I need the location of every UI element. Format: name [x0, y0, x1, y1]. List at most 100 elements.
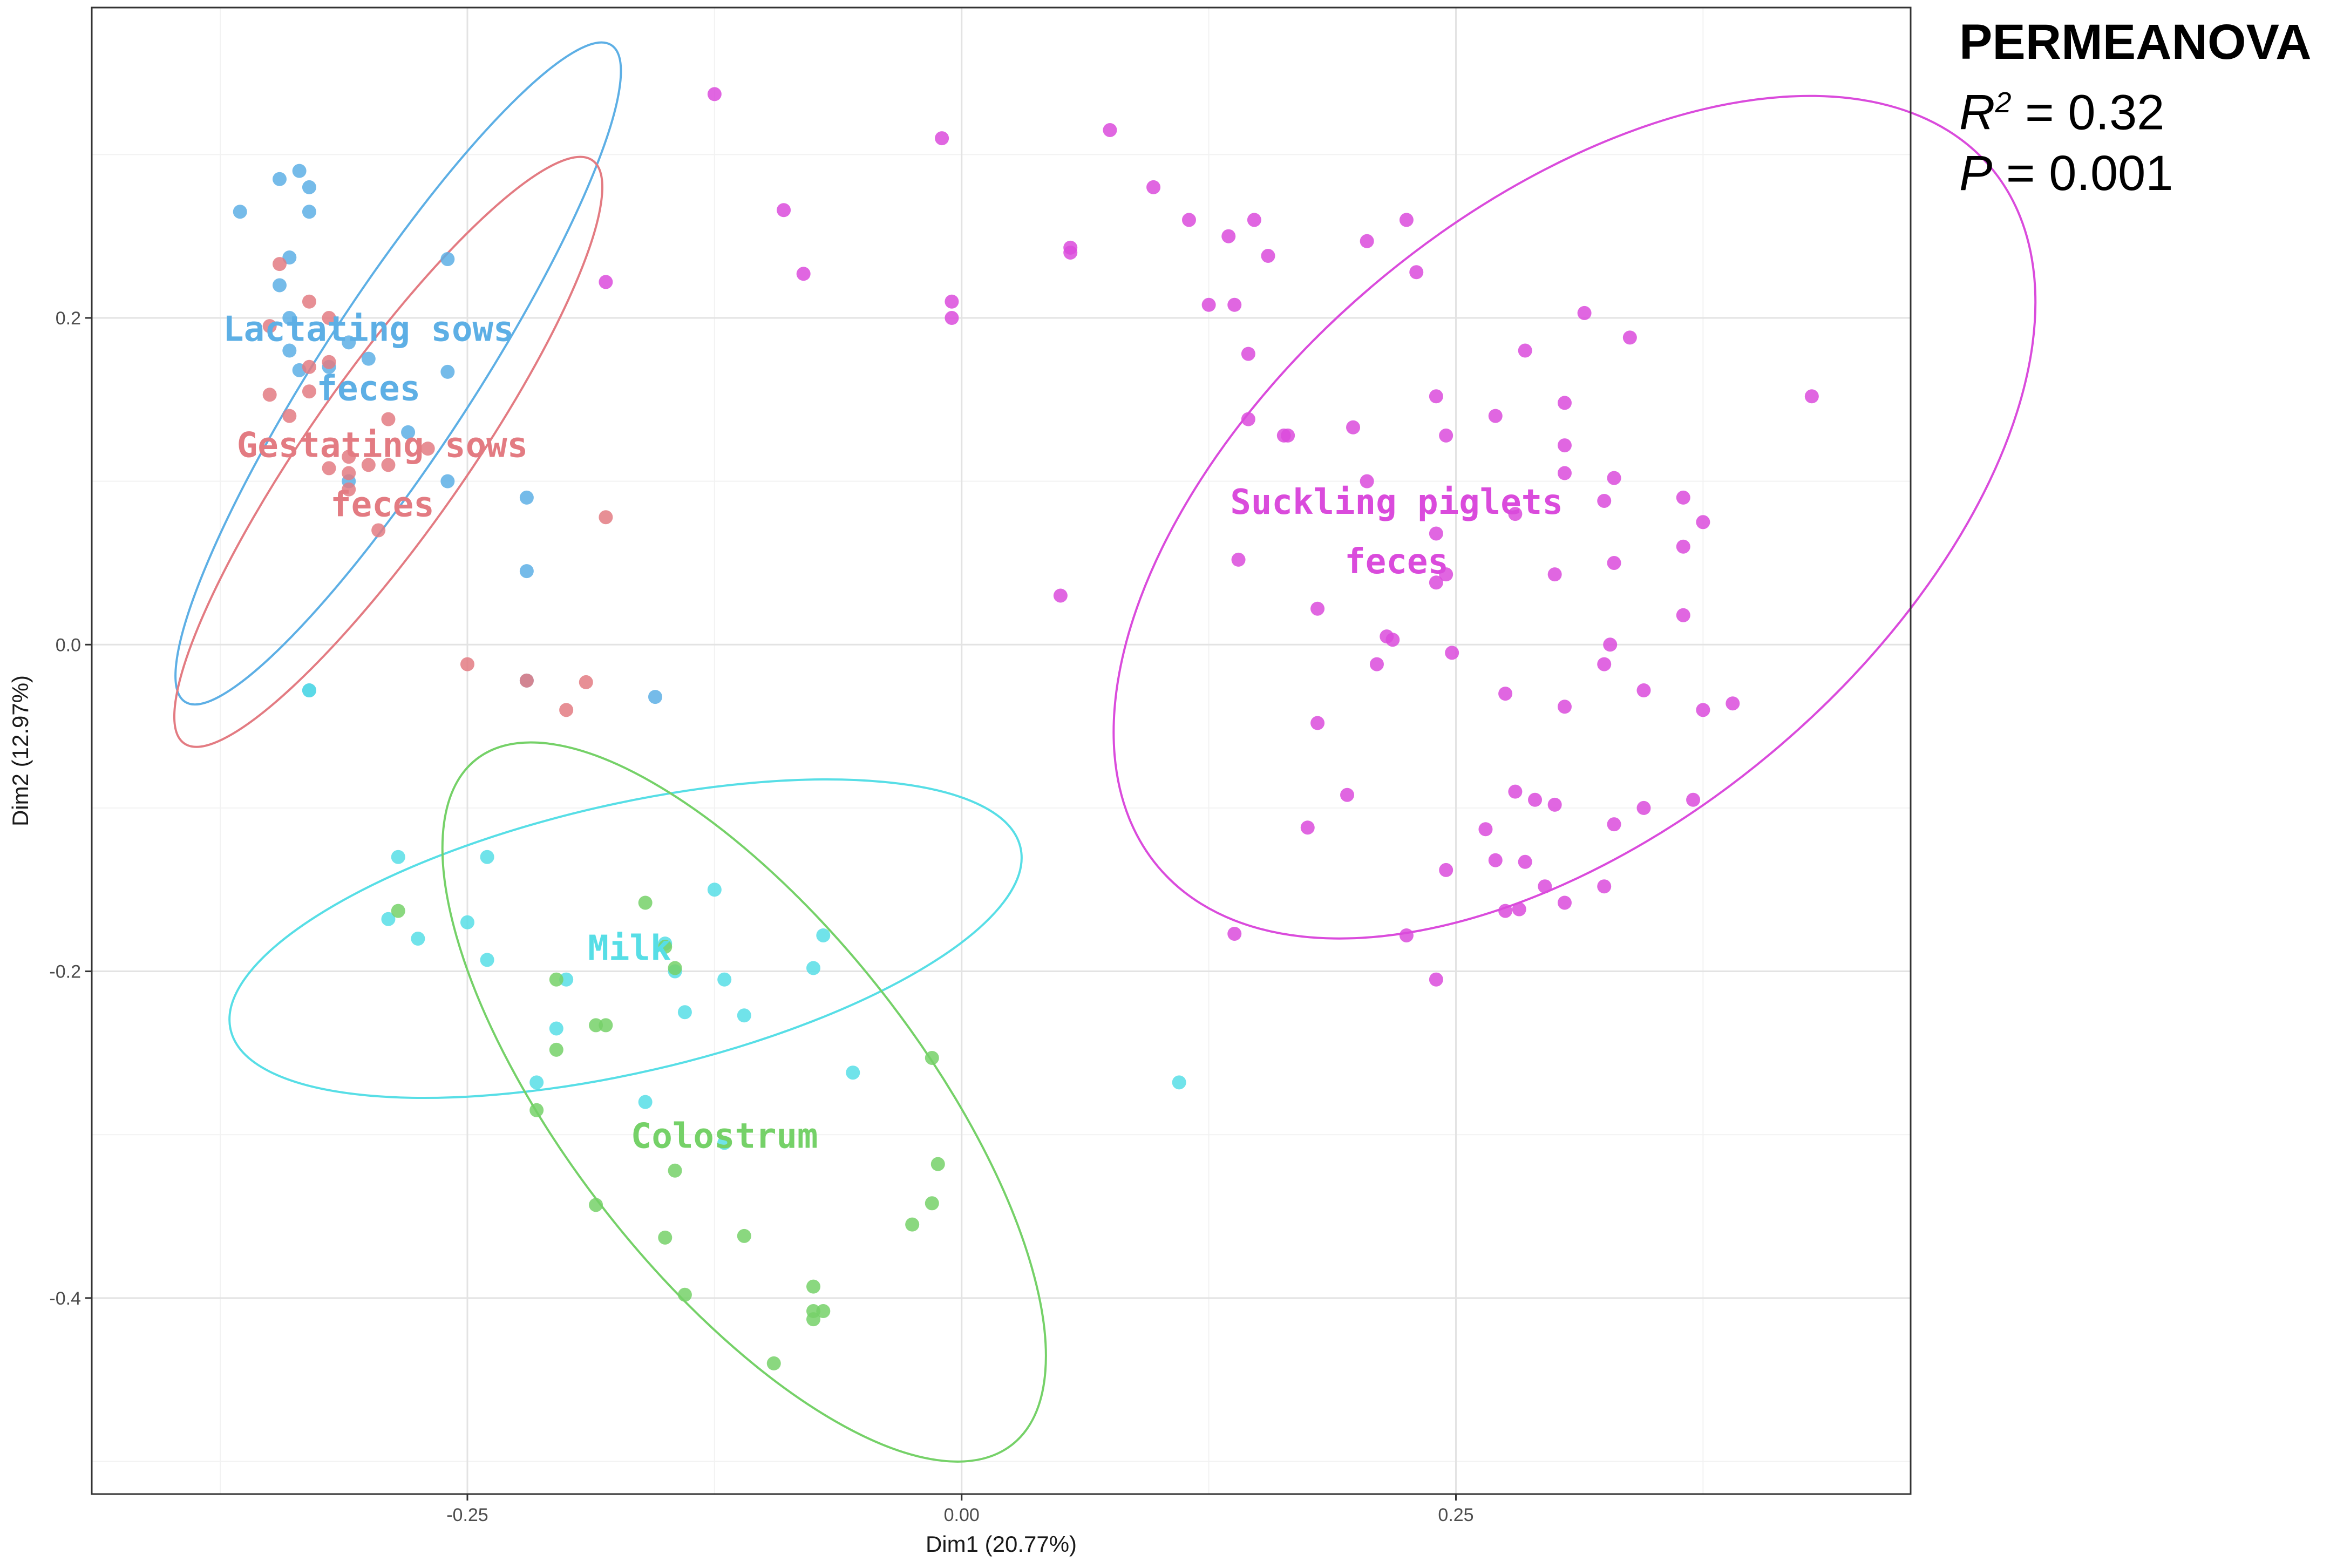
lactating-sows-feces-point: [519, 564, 534, 579]
colostrum-point: [806, 1279, 821, 1294]
suckling-piglets-feces-point: [1146, 180, 1161, 194]
suckling-piglets-feces-confidence-ellipse: [1112, 94, 2037, 940]
gestating-sows-feces-label: Gestating sows: [237, 425, 528, 465]
suckling-piglets-feces-point: [1498, 904, 1513, 918]
suckling-piglets-feces-point: [1607, 471, 1621, 485]
colostrum-point: [599, 1018, 613, 1033]
colostrum-label: Colostrum: [631, 1116, 818, 1156]
suckling-piglets-feces-point: [1557, 466, 1572, 480]
suckling-piglets-feces-point: [1636, 683, 1651, 698]
milk-point: [737, 1008, 751, 1023]
milk-confidence-ellipse: [228, 778, 1023, 1099]
tick-layer: -0.25 0.00 0.25 -0.4 -0.2 0.0 0.2: [49, 308, 1473, 1525]
milk-point: [480, 850, 494, 864]
suckling-piglets-feces-point: [1508, 784, 1523, 799]
suckling-piglets-feces-point: [1488, 409, 1503, 423]
suckling-piglets-feces-point: [1360, 234, 1374, 248]
milk-point: [549, 1021, 563, 1036]
colostrum-point: [589, 1198, 603, 1212]
suckling-piglets-feces-point: [1439, 567, 1453, 582]
milk-point: [677, 1005, 692, 1020]
y-tick-label: 0.2: [56, 308, 81, 329]
milk-point: [381, 912, 396, 926]
lactating-sows-feces-point: [440, 364, 455, 379]
suckling-piglets-feces-point: [1577, 306, 1592, 320]
gestating-sows-feces-point: [282, 409, 297, 423]
suckling-piglets-feces-label: Suckling piglets: [1230, 483, 1563, 522]
lactating-sows-feces-point: [282, 311, 297, 325]
suckling-piglets-feces-point: [796, 267, 811, 281]
milk-point: [707, 883, 722, 897]
colostrum-point: [549, 1042, 563, 1057]
gestating-sows-feces-point: [460, 657, 474, 671]
suckling-piglets-feces-point: [1538, 879, 1552, 894]
suckling-piglets-feces-point: [1103, 123, 1117, 137]
r-squared-value: = 0.32: [2011, 85, 2165, 140]
gestating-sows-feces-point: [342, 466, 356, 480]
gestating-sows-feces-point: [579, 675, 593, 689]
suckling-piglets-feces-point: [707, 87, 722, 101]
milk-point: [411, 932, 425, 946]
suckling-piglets-feces-point: [1557, 895, 1572, 910]
gestating-sows-feces-point: [599, 510, 613, 525]
point-layer: [233, 87, 1819, 1370]
milk-label: Milk: [588, 928, 671, 968]
milk-point: [302, 683, 316, 698]
colostrum-point: [668, 961, 682, 975]
y-axis-title: Dim2 (12.97%): [8, 675, 33, 826]
lactating-sows-feces-point: [272, 172, 287, 186]
suckling-piglets-feces-point: [1676, 539, 1690, 554]
suckling-piglets-feces-point: [1360, 474, 1374, 488]
gestating-sows-feces-point: [342, 482, 356, 497]
colostrum-point: [816, 1304, 831, 1319]
ellipse-layer: [173, 41, 2037, 1463]
suckling-piglets-feces-point: [1603, 637, 1618, 652]
suckling-piglets-feces-point: [1221, 229, 1236, 243]
r-squared-symbol: R: [1959, 85, 1995, 140]
p-value-value: = 0.001: [1992, 145, 2173, 201]
x-axis-title: Dim1 (20.77%): [926, 1531, 1077, 1557]
suckling-piglets-feces-point: [1676, 608, 1690, 622]
suckling-piglets-feces-point: [1607, 555, 1621, 570]
colostrum-confidence-ellipse: [441, 741, 1047, 1463]
lactating-sows-feces-point: [519, 490, 534, 505]
gestating-sows-feces-point: [262, 388, 277, 402]
grid-layer: [92, 8, 1911, 1494]
suckling-piglets-feces-point: [945, 311, 959, 325]
milk-point: [717, 1136, 732, 1150]
lactating-sows-feces-point: [302, 180, 316, 194]
colostrum-point: [766, 1356, 781, 1370]
lactating-sows-feces-confidence-ellipse: [174, 41, 622, 706]
lactating-sows-feces-point: [440, 474, 455, 488]
r-squared-line: R2 = 0.32: [1959, 72, 2312, 143]
group-label-layer: Lactating sows feces Gestating sows feces Su…: [223, 309, 1563, 1156]
gestating-sows-feces-point: [322, 461, 336, 476]
milk-point: [529, 1075, 544, 1090]
suckling-piglets-feces-point: [1547, 567, 1562, 582]
lactating-sows-feces-point: [342, 335, 356, 350]
suckling-piglets-feces-point: [1181, 213, 1196, 227]
suckling-piglets-feces-point: [1498, 687, 1513, 701]
suckling-piglets-feces-point: [1369, 657, 1384, 671]
suckling-piglets-feces-point: [1310, 716, 1325, 730]
colostrum-point: [925, 1196, 939, 1211]
suckling-piglets-feces-point: [1346, 420, 1361, 435]
suckling-piglets-feces-point: [1488, 853, 1503, 867]
milk-point: [1172, 1075, 1186, 1090]
suckling-piglets-feces-point: [1340, 788, 1355, 802]
suckling-piglets-feces-point: [1597, 493, 1612, 508]
milk-point: [480, 953, 494, 967]
gestating-sows-feces-point: [302, 359, 316, 374]
lactating-sows-feces-label: Lactating sows: [223, 309, 514, 349]
lactating-sows-feces-point: [440, 252, 455, 267]
milk-point: [846, 1065, 860, 1080]
lactating-sows-feces-point: [302, 205, 316, 219]
lactating-sows-feces-point: [648, 690, 662, 704]
suckling-piglets-feces-point: [1429, 526, 1443, 541]
suckling-piglets-feces-point: [1518, 854, 1532, 869]
suckling-piglets-feces-point: [1557, 700, 1572, 714]
suckling-piglets-feces-point: [1063, 245, 1078, 260]
suckling-piglets-feces-point: [1557, 396, 1572, 410]
p-value-symbol: P: [1959, 145, 1993, 201]
